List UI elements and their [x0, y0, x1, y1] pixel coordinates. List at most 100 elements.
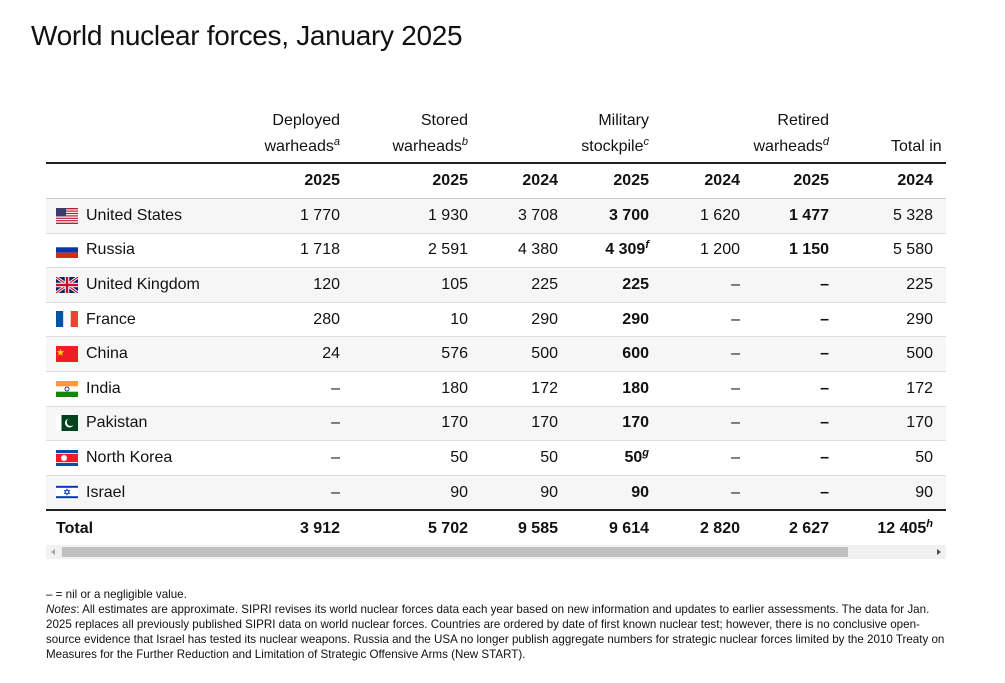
cell: 3 708 [468, 198, 558, 234]
table-row: United Kingdom 120 105 225 225– –225 [46, 267, 946, 303]
cell: 280 [250, 302, 340, 338]
table-row: North Korea –50 50 50g – –50 [46, 440, 946, 476]
cell: 290 [468, 302, 558, 338]
flag [56, 345, 78, 362]
cell: 2 627 [788, 520, 829, 538]
cell: 225 [468, 267, 558, 303]
footnote-mark: g [642, 446, 649, 459]
cell: 105 [340, 267, 468, 303]
group-header-line: Total in [891, 138, 942, 155]
cell: 1 477 [740, 198, 829, 234]
total-row: Total 3 912 5 702 9 585 9 614 2 820 2 627 12 40… [46, 510, 946, 546]
cell: – [649, 475, 740, 511]
cell: – [250, 371, 340, 407]
title: World nuclear forces, January 2025 [31, 20, 463, 51]
cell: – [250, 475, 340, 511]
flag [56, 449, 78, 466]
legend-note: – = nil or a negligible value. [46, 588, 187, 601]
country-cell: China [46, 336, 250, 372]
country-name: Russia [86, 241, 135, 259]
cell: 9 614 [608, 520, 649, 538]
cell: 3 700 [558, 198, 649, 234]
cell-value: 50 [624, 448, 643, 466]
year-header: 2025 [432, 172, 468, 189]
cell: 5 328 [829, 198, 933, 234]
group-header-line: Stored [420, 112, 468, 129]
cell: 500 [468, 336, 558, 372]
flag [56, 484, 78, 501]
total-label: Total [56, 520, 94, 538]
year-header: 2025 [613, 172, 649, 189]
cell: 225 [829, 267, 933, 303]
cell: – [740, 336, 829, 372]
group-header-line: Retired [777, 112, 829, 129]
cell: – [740, 475, 829, 511]
empty-cell [933, 198, 946, 234]
group-header-line: Military [598, 112, 649, 129]
cell: – [649, 267, 740, 303]
scroll-left[interactable] [46, 545, 60, 559]
cell: 12 405h [829, 510, 933, 546]
cell: 1 718 [250, 233, 340, 269]
cell: 90 [468, 475, 558, 511]
cell: 170 [468, 406, 558, 442]
cell: 90 [829, 475, 933, 511]
country-cell: North Korea [46, 440, 250, 476]
cell: – [740, 267, 829, 303]
cell: 172 [468, 371, 558, 407]
notes-label: Notes [46, 603, 77, 616]
footnote-mark: d [822, 136, 829, 148]
scrollbar[interactable] [46, 545, 946, 559]
group-header: Deployed warheadsa [250, 96, 341, 163]
empty-cell [933, 406, 946, 442]
flag [55, 275, 79, 294]
cell: 170 [829, 406, 933, 442]
empty-cell [933, 302, 946, 338]
country-name: China [86, 345, 128, 363]
cell: 180 [558, 371, 649, 407]
country-cell: Pakistan [46, 406, 250, 442]
cell: – [649, 336, 740, 372]
cell: 50 [340, 440, 468, 476]
country-name: Pakistan [86, 414, 148, 432]
group-header-line: warheads [753, 138, 823, 155]
scroll-thumb[interactable] [62, 547, 848, 557]
country-cell: United Kingdom [46, 267, 250, 303]
group-header-row: Deployed warheadsa Stored warheadsb Military… [46, 96, 946, 163]
cell: 576 [340, 336, 468, 372]
cell: 5 702 [427, 520, 468, 538]
cell: 120 [250, 267, 340, 303]
cell: 500 [829, 336, 933, 372]
cell: 5 580 [829, 233, 933, 269]
cell: 3 912 [299, 520, 340, 538]
table-row: United States 1 770 1 930 3 708 3 700 1 620 1 … [46, 198, 946, 234]
cell: 1 200 [649, 233, 740, 269]
cell: – [740, 406, 829, 442]
group-header-line: stockpile [581, 138, 644, 155]
cell: – [250, 440, 340, 476]
scroll-right[interactable] [932, 545, 946, 559]
cell: 1 770 [250, 198, 340, 234]
country-cell: United States [46, 198, 250, 234]
footnote-mark: f [645, 239, 649, 252]
cell: 9 585 [517, 520, 558, 538]
country-name: France [86, 310, 136, 328]
empty-cell [933, 510, 946, 546]
cell: 1 150 [740, 233, 829, 269]
cell: 2 591 [340, 233, 468, 269]
country-name: United States [86, 206, 183, 224]
cell: 290 [558, 302, 649, 338]
empty-cell [933, 440, 946, 476]
cell: 50 [468, 440, 558, 476]
flag [56, 242, 78, 259]
table-row: France 280 10 290 290– –290 [46, 302, 946, 338]
cell: – [250, 406, 340, 442]
notes: Notes: All estimates are approximate. SI… [46, 602, 951, 662]
year-header: 2024 [522, 172, 558, 189]
table: Deployed warheadsa Stored warheadsb Military… [46, 96, 946, 546]
cell: 1 930 [340, 198, 468, 234]
group-header-line: warheads [264, 138, 334, 155]
cell: 50g [558, 440, 649, 476]
table-row: China 24 576 500 600– –500 [46, 336, 946, 372]
